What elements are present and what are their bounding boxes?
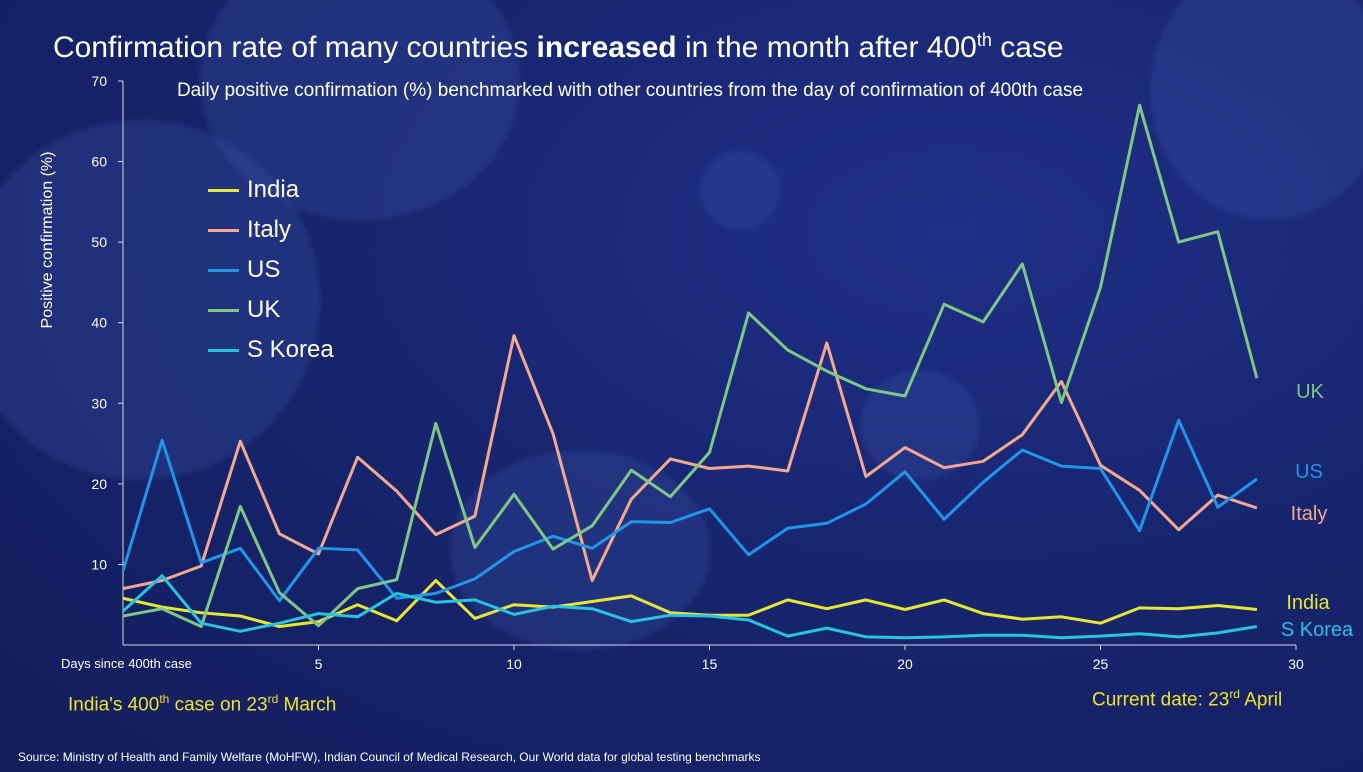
legend-swatch: [208, 308, 239, 312]
chart-axes: 10 20 30 40 50 60 70 5 10 15 20 25 30: [91, 73, 1304, 672]
legend-swatch: [208, 268, 239, 272]
background-virus-blob: [700, 150, 780, 230]
chart-end-labels: UK US Italy India S Korea: [1281, 381, 1354, 641]
legend-item-uk: UK: [208, 290, 334, 330]
footnote-text: March: [278, 694, 337, 716]
x-tick-label: 20: [897, 656, 913, 672]
y-tick-label: 50: [91, 234, 107, 250]
series-line-uk: [122, 103, 1259, 628]
background-virus-blob: [860, 370, 980, 480]
series-line-india: [122, 579, 1258, 628]
footnote-india-400th-case: India's 400th case on 23rd March: [68, 692, 336, 716]
footnote-text: Current date: 23: [1092, 689, 1230, 711]
legend-label: Italy: [247, 216, 292, 243]
series-line-italy: [122, 334, 1258, 591]
title-part: in the month after 400: [676, 31, 977, 64]
legend-swatch: [208, 188, 239, 192]
chart-subtitle: Daily positive confirmation (%) benchmar…: [176, 80, 1084, 101]
footnote-superscript: rd: [1229, 687, 1240, 701]
x-tick-label: 10: [506, 656, 522, 672]
legend-item-india: India: [208, 170, 334, 210]
end-label-us: US: [1295, 461, 1323, 483]
legend-label: India: [247, 176, 300, 203]
series-line-us: [121, 418, 1258, 603]
legend-swatch: [208, 228, 239, 232]
y-tick-label: 10: [91, 556, 107, 572]
legend-item-s-korea: S Korea: [208, 330, 334, 370]
y-tick-label: 60: [91, 154, 107, 170]
y-tick-label: 20: [91, 476, 107, 492]
y-tick-label: 70: [91, 73, 107, 89]
background-virus-blob: [0, 120, 320, 480]
chart-legend: India Italy US UK S Korea: [208, 170, 334, 370]
x-tick-label: 5: [315, 656, 323, 672]
title-part: Confirmation rate of many countries: [53, 31, 537, 64]
legend-label: US: [247, 256, 281, 283]
y-tick-label: 40: [91, 315, 107, 331]
y-tick-label: 30: [91, 395, 107, 411]
page-title: Confirmation rate of many countries incr…: [53, 30, 1064, 65]
footnote-superscript: rd: [267, 692, 279, 706]
background-virus-blob: [200, 0, 520, 220]
footnote-current-date: Current date: 23rd April: [1092, 687, 1282, 711]
legend-swatch: [208, 348, 239, 352]
end-label-uk: UK: [1296, 381, 1324, 403]
end-label-italy: Italy: [1291, 503, 1328, 525]
background-virus-blob: [1150, 0, 1363, 220]
x-tick-label: 15: [702, 656, 718, 672]
series-line-s-korea: [121, 574, 1258, 640]
end-label-india: India: [1286, 592, 1330, 614]
title-bold: increased: [536, 31, 677, 64]
legend-item-us: US: [208, 250, 334, 290]
legend-label: UK: [247, 296, 281, 323]
x-tick-label: 25: [1093, 656, 1109, 672]
source-note: Source: Ministry of Health and Family We…: [18, 750, 761, 764]
title-superscript: th: [976, 30, 992, 50]
footnote-superscript: th: [159, 692, 170, 706]
footnote-text: India's 400: [68, 694, 160, 716]
legend-label: S Korea: [247, 336, 334, 363]
title-part: case: [991, 31, 1064, 64]
chart-series-lines: [121, 103, 1259, 640]
x-tick-label: 30: [1288, 656, 1304, 672]
x-axis-label: Days since 400th case: [61, 656, 192, 671]
legend-item-italy: Italy: [208, 210, 334, 250]
end-label-s-korea: S Korea: [1281, 619, 1354, 641]
footnote-text: April: [1239, 689, 1283, 711]
footnote-text: case on 23: [169, 694, 268, 716]
